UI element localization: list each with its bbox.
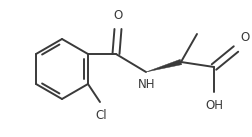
- Text: Cl: Cl: [95, 109, 106, 122]
- Polygon shape: [145, 59, 181, 72]
- Text: OH: OH: [204, 99, 222, 112]
- Text: O: O: [239, 31, 248, 44]
- Text: O: O: [113, 9, 122, 22]
- Text: NH: NH: [138, 78, 155, 91]
